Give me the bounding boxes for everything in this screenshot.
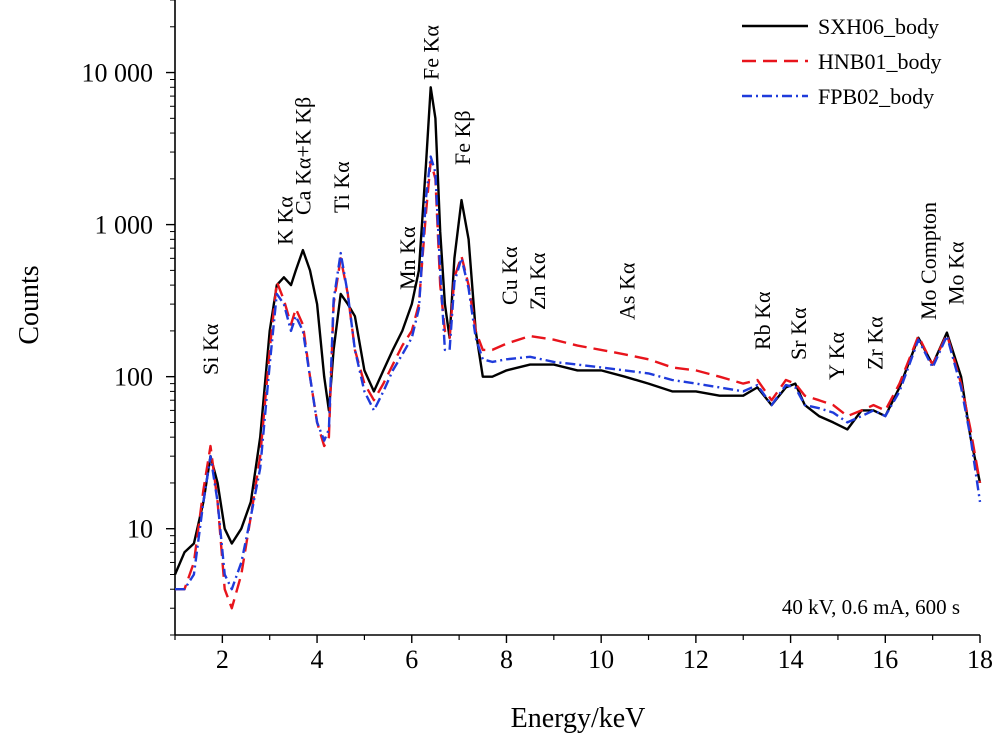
legend-label: SXH06_body <box>818 14 939 39</box>
peak-label: Si Kα <box>198 323 223 375</box>
peak-label: Rb Kα <box>750 291 775 350</box>
series-line-hnb01-body <box>175 160 982 610</box>
x-tick-label: 8 <box>500 645 513 674</box>
y-tick-label: 100 <box>114 363 153 392</box>
x-tick-label: 10 <box>588 645 614 674</box>
x-tick-label: 6 <box>405 645 418 674</box>
y-tick-label: 10 000 <box>82 59 154 88</box>
x-tick-label: 18 <box>967 645 993 674</box>
x-axis-title: Energy/keV <box>511 703 646 734</box>
peak-label: Fe Kβ <box>450 110 475 165</box>
measurement-conditions: 40 kV, 0.6 mA, 600 s <box>782 595 960 619</box>
series-lines <box>173 86 982 610</box>
y-tick-label: 1 000 <box>95 211 154 240</box>
y-axis-title: Counts <box>14 265 45 344</box>
legend-label: FPB02_body <box>818 84 934 109</box>
peak-label: Zn Kα <box>525 252 550 310</box>
axes: 2 4 6 8 10 12 14 16 18 10 100 1 000 10 000 <box>82 0 993 674</box>
series-line-fpb02-body <box>175 155 982 591</box>
x-tick-label: 16 <box>872 645 898 674</box>
peak-label: Zr Kα <box>862 316 887 370</box>
peak-label: Mn Kα <box>395 226 420 290</box>
peak-label: Mo Kα <box>943 241 968 305</box>
x-tick-label: 14 <box>778 645 804 674</box>
peak-label: Mo Compton <box>916 202 941 320</box>
peak-label: Sr Kα <box>786 307 811 360</box>
peak-label: Cu Kα <box>497 246 522 305</box>
peak-label: Ti Kα <box>329 161 354 213</box>
peak-label: As Kα <box>615 262 640 320</box>
peak-label: Fe Kα <box>419 25 444 80</box>
peak-label: K Kα <box>272 196 297 245</box>
legend: SXH06_body HNB01_body FPB02_body <box>742 14 941 109</box>
x-tick-label: 12 <box>683 645 709 674</box>
y-tick-label: 10 <box>127 515 153 544</box>
legend-label: HNB01_body <box>818 49 941 74</box>
x-tick-label: 4 <box>311 645 324 674</box>
peak-label: Y Kα <box>824 332 849 380</box>
x-tick-label: 2 <box>216 645 229 674</box>
peak-label: Ca Kα+K Kβ <box>290 97 315 215</box>
